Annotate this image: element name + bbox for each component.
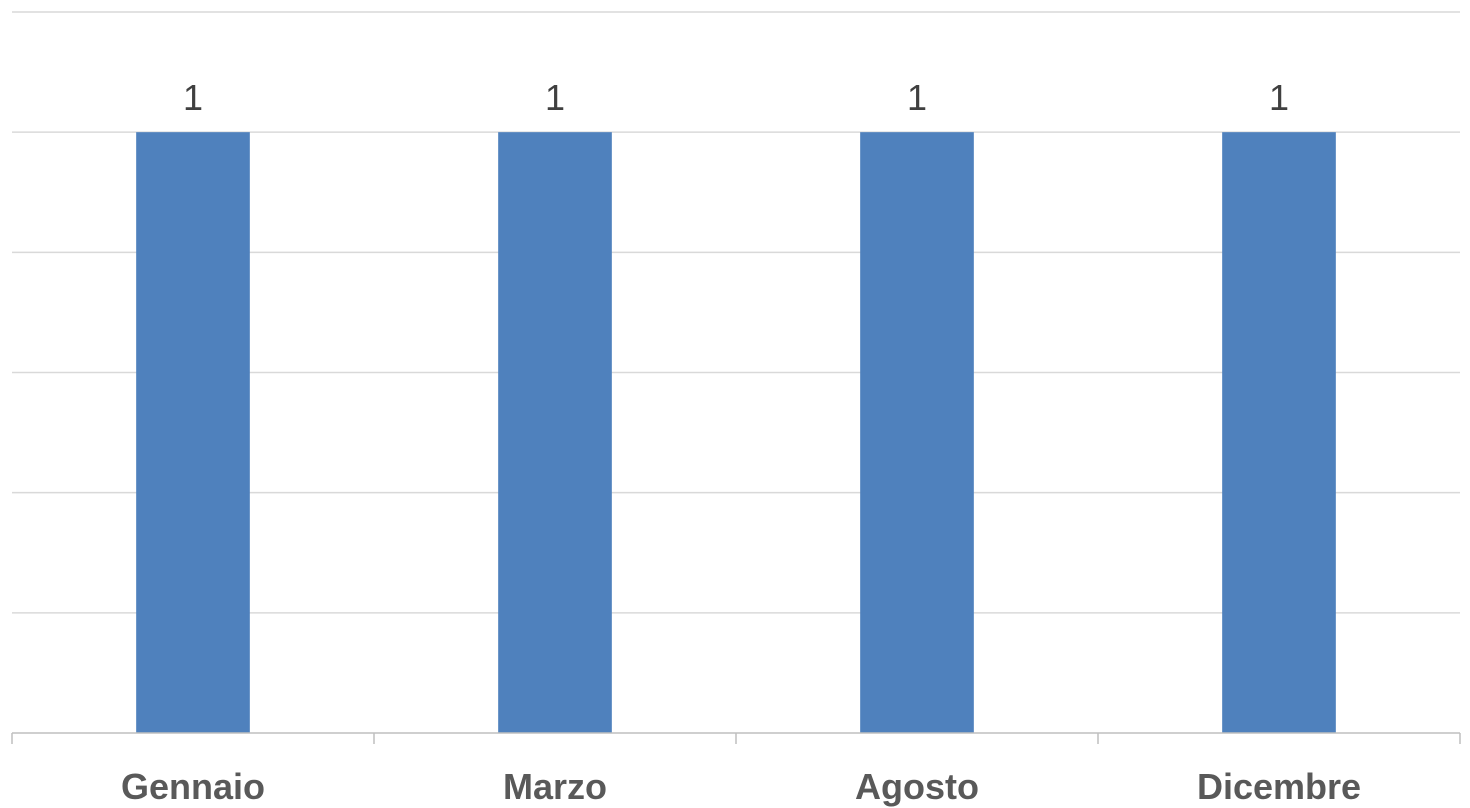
gridlines	[12, 11, 1460, 614]
category-labels: Gennaio Marzo Agosto Dicembre	[121, 766, 1361, 807]
bar	[1222, 132, 1336, 733]
data-labels: 1 1 1 1	[183, 77, 1289, 118]
data-label: 1	[1269, 77, 1289, 118]
bar	[498, 132, 612, 733]
x-tick-label: Marzo	[503, 766, 607, 807]
data-label: 1	[907, 77, 927, 118]
bar	[860, 132, 974, 733]
bars	[136, 132, 1336, 733]
data-label: 1	[545, 77, 565, 118]
data-label: 1	[183, 77, 203, 118]
x-axis	[11, 732, 1461, 744]
x-tick-label: Dicembre	[1197, 766, 1361, 807]
x-tick-label: Agosto	[855, 766, 979, 807]
x-tick-label: Gennaio	[121, 766, 265, 807]
bar	[136, 132, 250, 733]
